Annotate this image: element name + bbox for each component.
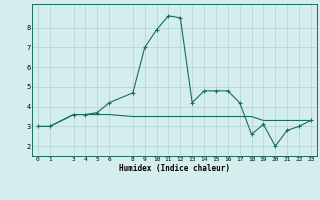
X-axis label: Humidex (Indice chaleur): Humidex (Indice chaleur)	[119, 164, 230, 173]
